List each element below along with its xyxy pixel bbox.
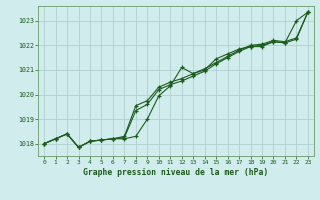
X-axis label: Graphe pression niveau de la mer (hPa): Graphe pression niveau de la mer (hPa) [84, 168, 268, 177]
